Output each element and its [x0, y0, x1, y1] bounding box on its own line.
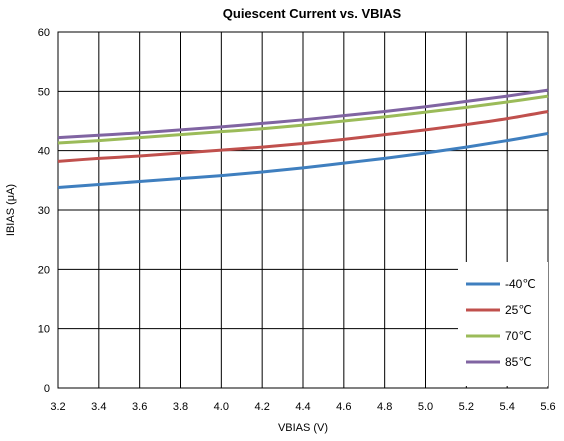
x-tick-label: 4.8 [377, 401, 392, 413]
legend-label-0: -40℃ [505, 277, 536, 291]
x-axis-ticks: 3.2 3.4 3.6 3.8 4.0 4.2 4.4 4.6 4.8 5.0 5.2 5.4 5.6 [50, 401, 555, 413]
legend: -40℃ 25℃ 70℃ 85℃ [458, 262, 548, 386]
y-tick-label: 50 [38, 86, 50, 98]
chart-title: Quiescent Current vs. VBIAS [223, 6, 402, 21]
series-line-3 [57, 88, 549, 140]
y-tick-label: 60 [38, 27, 50, 39]
plot-area-frame [57, 31, 549, 389]
x-tick-label: 3.8 [173, 401, 188, 413]
x-tick-label: 3.6 [132, 401, 147, 413]
y-tick-label: 30 [38, 205, 50, 217]
series-line-0 [57, 131, 549, 189]
x-tick-label: 5.2 [459, 401, 474, 413]
x-tick-label: 4.4 [295, 401, 310, 413]
x-tick-label: 3.2 [50, 401, 65, 413]
y-tick-label: 20 [38, 264, 50, 276]
x-tick-label: 4.0 [214, 401, 229, 413]
x-tick-label: 3.4 [91, 401, 106, 413]
series-line-2 [57, 94, 549, 145]
x-tick-label: 4.6 [336, 401, 351, 413]
legend-label-1: 25℃ [505, 303, 532, 317]
legend-label-3: 85℃ [505, 355, 532, 369]
legend-label-2: 70℃ [505, 329, 532, 343]
x-tick-label: 5.4 [500, 401, 515, 413]
x-tick-label: 5.6 [540, 401, 555, 413]
series-line-1 [57, 110, 549, 163]
series-group [57, 88, 549, 189]
y-tick-label: 40 [38, 146, 50, 158]
y-tick-label: 10 [38, 324, 50, 336]
x-axis-label: VBIAS (V) [278, 422, 328, 434]
y-axis-label: IBIAS (μA) [5, 184, 17, 236]
y-tick-label: 0 [44, 383, 50, 395]
x-tick-label: 5.0 [418, 401, 433, 413]
x-tick-label: 4.2 [255, 401, 270, 413]
y-axis-ticks: 0 10 20 30 40 50 60 [38, 27, 50, 395]
